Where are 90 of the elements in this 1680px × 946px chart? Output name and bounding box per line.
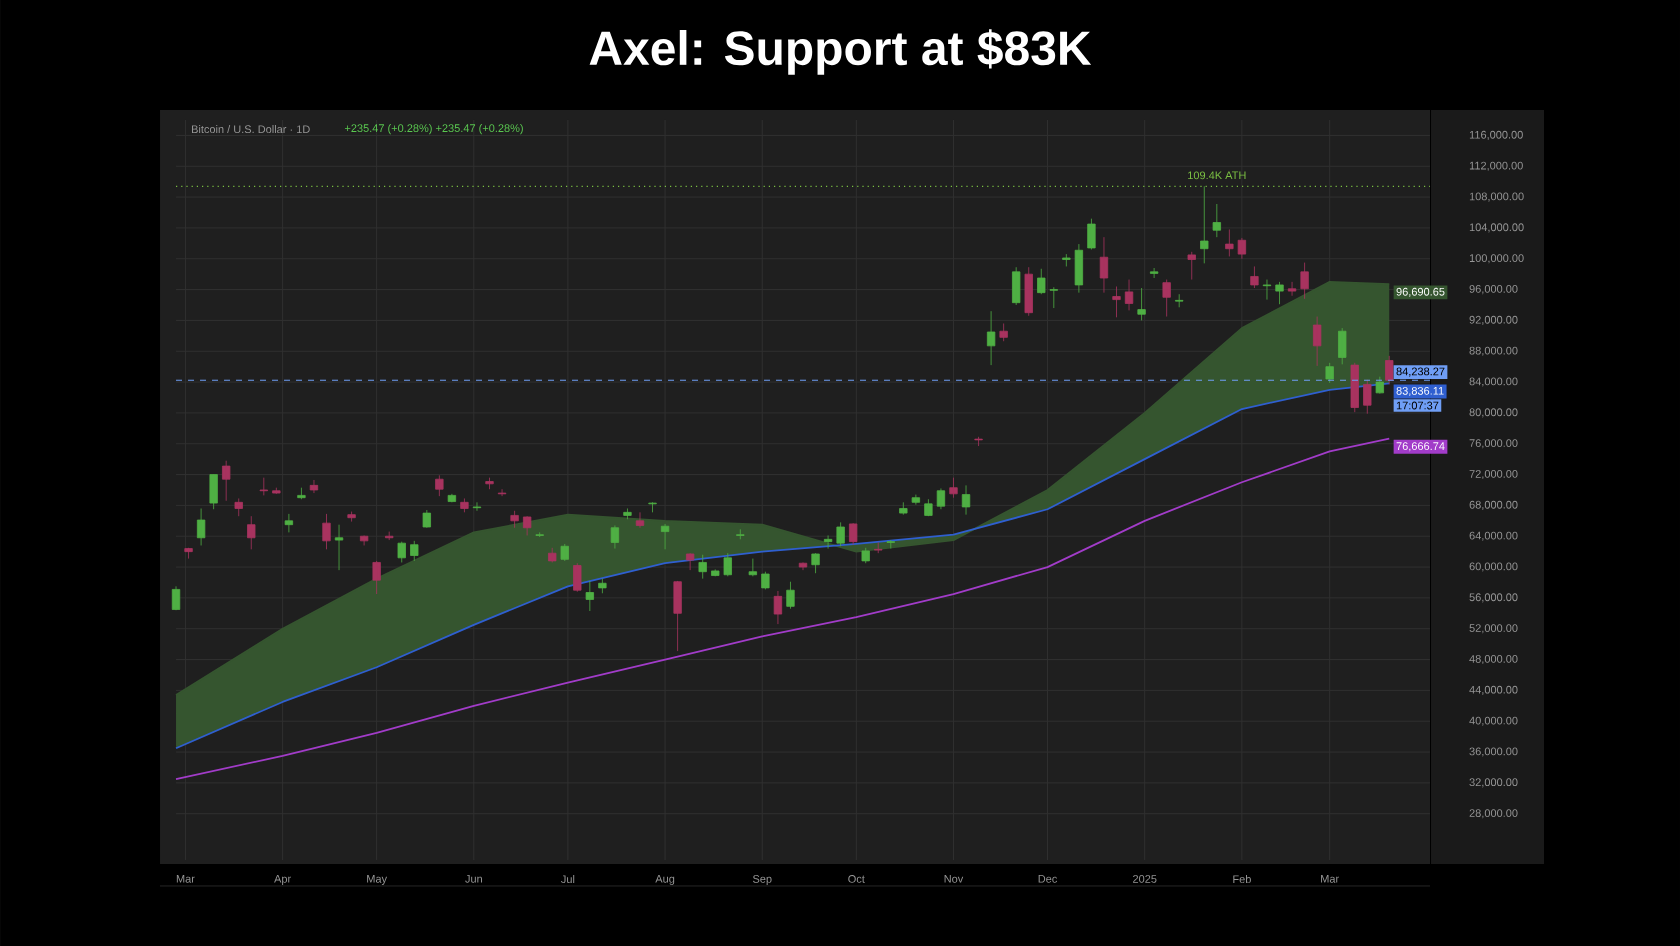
candlestick [522,515,532,536]
candlestick [535,531,544,538]
candlestick [1363,379,1372,415]
candlestick [422,509,431,529]
candlestick [1200,185,1209,264]
candlestick [911,494,921,506]
candlestick [1162,279,1171,317]
candlestick [786,581,795,610]
candlestick [736,528,745,540]
candlestick [1112,286,1121,318]
candlestick [1250,266,1259,289]
candlestick [372,560,381,595]
candlestick [1099,236,1109,294]
candlestick [510,510,519,529]
candlestick [1375,376,1384,395]
candlestick [1212,203,1221,238]
candlestick [924,498,933,517]
candlestick [1087,218,1096,250]
candlestick [598,578,607,594]
candlestick [648,501,657,513]
candlestick [548,547,557,563]
candlestick [999,323,1008,342]
candlestick [297,487,306,500]
candlestick [635,511,645,529]
candlestick [247,515,256,550]
candlestick [798,562,808,571]
candlestick [1012,266,1021,306]
candlestick [259,477,268,496]
candlestick [861,547,870,564]
candlestick [560,543,569,562]
candlestick [610,525,620,549]
candlestick [1385,355,1394,385]
candlestick [585,580,594,612]
line-series [175,437,1391,780]
candlestick [334,524,344,571]
candlestick [1124,279,1134,311]
candlestick [874,542,883,554]
candlestick [1350,362,1359,413]
candlestick [460,498,469,513]
candlestick [974,436,983,447]
candlestick [748,558,758,577]
candlestick [1287,281,1297,297]
candlestick [623,508,632,520]
candlestick [1187,251,1196,280]
candlestick [698,554,707,580]
candlestick [685,552,695,571]
candlestick [986,310,996,366]
candlestick [447,493,457,503]
chart-title: Axel: Support at $83K [589,29,1092,75]
candlestick [773,590,783,625]
candlestick [410,540,419,562]
candlestick [347,511,356,522]
candlestick [1338,327,1347,365]
candlestick [961,484,971,516]
candlestick [849,522,858,546]
candlestick [660,523,670,550]
candlestick [886,539,895,549]
candlestick [209,474,218,510]
candlestick [397,541,406,563]
candlestick [1149,267,1159,279]
candlestick [1312,316,1322,367]
candlestick [1325,362,1334,384]
candlestick [272,487,281,495]
candlestick [949,477,958,499]
candlestick [309,479,319,494]
candlestick [899,501,908,516]
candlestick [435,474,444,497]
candlestick [359,535,369,546]
candlestick [284,513,294,533]
line-series [175,382,1391,750]
candlestick [322,513,331,550]
candlestick [761,571,770,590]
candlestick [485,477,494,490]
candlestick [234,498,243,517]
candlestick [1300,262,1309,300]
candlestick [673,580,682,652]
candlestick [171,585,181,611]
candlestick [497,488,507,497]
candlestick [1024,266,1033,317]
candlestick [811,552,820,574]
candlestick [184,547,193,559]
candlestick [1175,293,1184,308]
candlestick [196,508,206,546]
candlestick [1262,279,1272,300]
candlestick [222,460,231,502]
candlestick [1275,281,1284,305]
candlestick [1137,287,1146,321]
candlestick [573,562,582,593]
candlestick [936,488,946,510]
candlestick [385,531,394,541]
